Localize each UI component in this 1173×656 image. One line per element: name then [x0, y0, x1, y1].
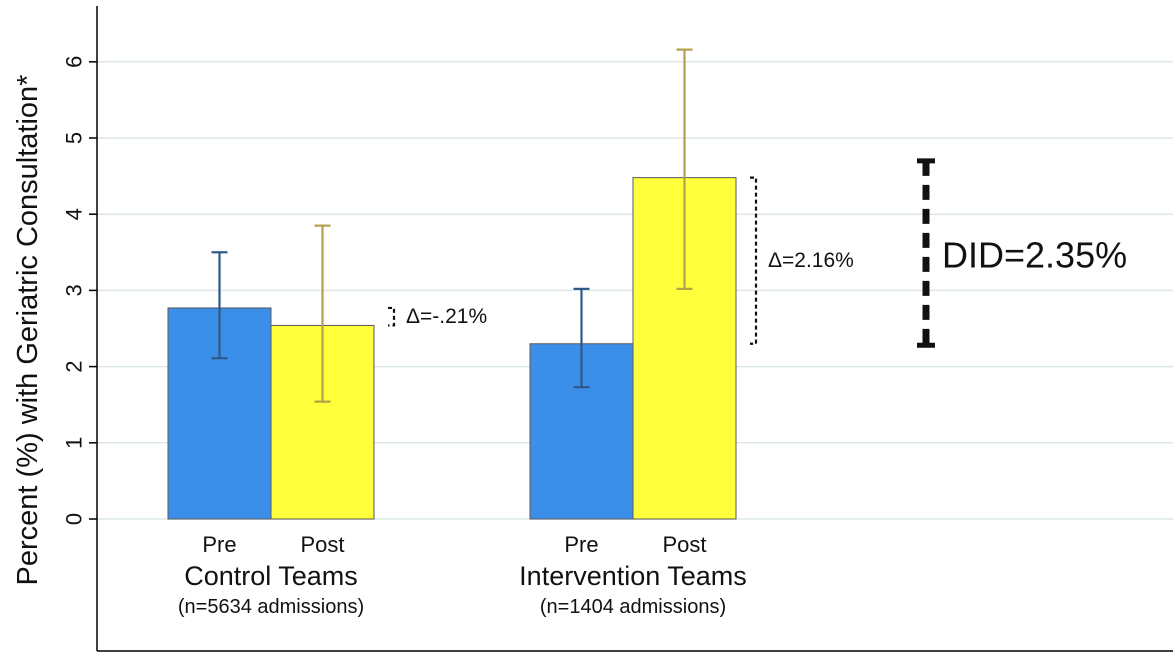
y-tick-label: 3: [62, 284, 87, 296]
delta-label: Δ=-.21%: [406, 305, 487, 328]
delta-annotations: Δ=-.21% Δ=2.16% DID=2.35%: [388, 158, 1127, 348]
did-label: DID=2.35%: [942, 235, 1127, 276]
delta-label: Δ=2.16%: [768, 249, 854, 272]
group-subtitle: (n=5634 admissions): [178, 596, 364, 618]
group-label: Control Teams: [184, 561, 358, 591]
y-tick-label: 6: [62, 56, 87, 68]
bar-label: Post: [300, 532, 344, 557]
y-ticks: 0 1 2 3 4 5 6: [62, 56, 97, 525]
y-axis-label: Percent (%) with Geriatric Consultation*: [12, 75, 44, 586]
error-bars: [211, 48, 693, 403]
y-tick-label: 2: [62, 360, 87, 372]
y-tick-label: 5: [62, 132, 87, 144]
y-tick-label: 4: [62, 208, 87, 220]
delta-bracket: [750, 176, 758, 345]
delta-bracket: [388, 306, 396, 327]
bar-label: Post: [662, 532, 706, 557]
bar: [529, 343, 634, 520]
category-labels: Pre Post Control Teams (n=5634 admissions) P…: [178, 532, 747, 618]
bar-label: Pre: [564, 532, 598, 557]
y-tick-label: 0: [62, 513, 87, 525]
group-subtitle: (n=1404 admissions): [540, 596, 726, 618]
bars: [167, 177, 737, 520]
group-label: Intervention Teams: [519, 561, 747, 591]
bar-label: Pre: [202, 532, 236, 557]
y-tick-label: 1: [62, 437, 87, 449]
